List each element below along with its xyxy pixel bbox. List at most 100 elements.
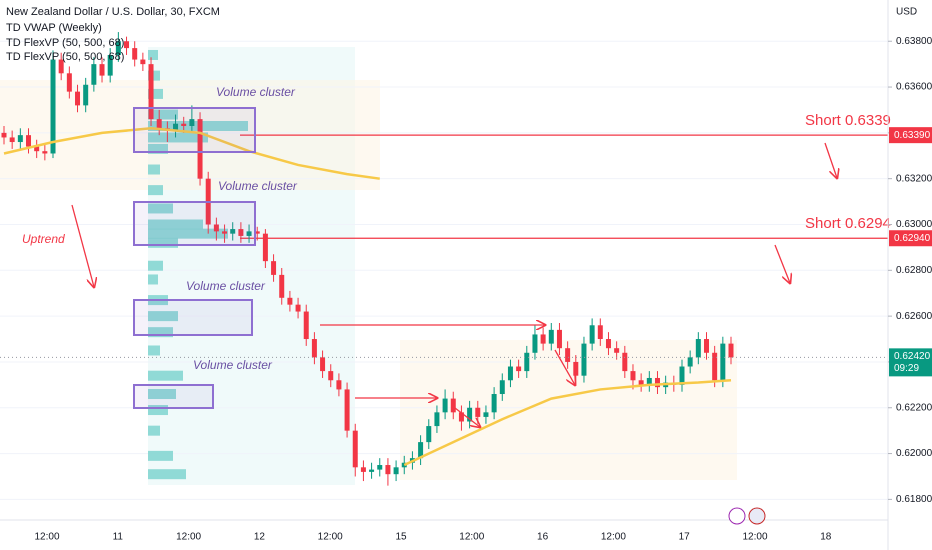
candle-body <box>654 377 660 388</box>
candle-body <box>548 329 554 344</box>
profile-bar <box>148 49 158 60</box>
candle-body <box>703 339 709 353</box>
candle-body <box>230 229 236 234</box>
price-tag <box>889 230 932 247</box>
candle-body <box>99 64 105 76</box>
event-icon[interactable] <box>728 507 746 525</box>
candle-body <box>140 59 146 65</box>
candle-body <box>475 407 481 417</box>
candle-body <box>712 352 718 381</box>
candle-body <box>638 380 644 385</box>
candle-body <box>83 84 89 106</box>
annotation: Volume cluster <box>218 179 298 193</box>
annotation: Uptrend <box>22 232 65 246</box>
candle-body <box>491 394 497 413</box>
arrow <box>71 204 94 287</box>
profile-bar <box>148 203 173 214</box>
candle-body <box>311 339 317 358</box>
candle-body <box>581 343 587 376</box>
candle-body <box>532 334 538 353</box>
candle-body <box>393 467 399 475</box>
y-tick-label: 0.63800 <box>896 36 932 47</box>
candle-body <box>181 123 187 126</box>
price-tag <box>889 127 932 144</box>
x-tick-label: 12 <box>254 532 266 543</box>
profile-bar <box>148 228 228 239</box>
candle-body <box>262 233 268 262</box>
y-tick-label: 0.62200 <box>896 402 932 413</box>
candle-body <box>385 465 391 475</box>
x-tick-label: 12:00 <box>318 532 343 543</box>
candle-body <box>271 261 277 275</box>
candle-body <box>458 412 464 422</box>
profile-bar <box>148 88 163 99</box>
candle-body <box>124 41 130 49</box>
price-tag-label: 0.63390 <box>894 130 931 141</box>
candle-body <box>360 467 366 472</box>
x-tick-label: 12:00 <box>742 532 767 543</box>
arrow <box>824 142 837 178</box>
header: TD FlexVP (50, 500, 68) <box>6 51 124 63</box>
profile-bar <box>148 164 160 175</box>
profile-bar <box>148 237 178 248</box>
candle-body <box>556 329 562 349</box>
profile-bar <box>148 327 173 338</box>
profile-bar <box>148 405 168 416</box>
profile-bar <box>148 109 178 120</box>
candle-body <box>483 412 489 417</box>
candle-body <box>58 59 64 74</box>
candle-body <box>328 371 334 381</box>
candle-body <box>132 48 138 60</box>
candle-body <box>238 229 244 236</box>
y-tick-label: 0.63000 <box>896 219 932 230</box>
profile-bar <box>148 132 208 143</box>
candle-body <box>614 348 620 353</box>
candle-body <box>26 135 32 147</box>
x-tick-label: 18 <box>820 532 832 543</box>
y-tick-label: 0.61800 <box>896 494 932 505</box>
profile-bar <box>148 469 186 480</box>
candle-body <box>507 366 513 381</box>
candle-body <box>589 325 595 344</box>
candle-body <box>189 119 195 126</box>
cluster-boxes <box>133 107 256 409</box>
candle-body <box>597 325 603 340</box>
candle-body <box>573 361 579 376</box>
profile-bar <box>148 425 160 436</box>
arrow <box>454 407 480 427</box>
candle-body <box>499 380 505 395</box>
candle-body <box>246 231 252 236</box>
profile-bar <box>148 185 163 196</box>
price-tag <box>889 348 932 377</box>
candle-body <box>679 366 685 385</box>
price-tag-label: 0.62420 <box>894 351 931 362</box>
candle-body <box>107 54 113 76</box>
candle-body <box>344 389 350 431</box>
candle-body <box>222 231 228 234</box>
annotation: Volume cluster <box>216 85 296 99</box>
candle-body <box>303 311 309 340</box>
candle-body <box>279 274 285 298</box>
cluster-box <box>133 201 256 246</box>
arrows <box>71 142 837 427</box>
candle-body <box>148 64 154 120</box>
candle-body <box>115 41 121 55</box>
annotation: Volume cluster <box>193 358 273 372</box>
cluster-box <box>133 299 253 336</box>
header: TD FlexVP (50, 500, 68) <box>6 37 124 49</box>
y-tick-label: 0.62000 <box>896 448 932 459</box>
candle-body <box>50 59 56 154</box>
x-tick-label: 15 <box>395 532 407 543</box>
header: New Zealand Dollar / U.S. Dollar, 30, FX… <box>6 6 220 18</box>
x-tick-label: 11 <box>113 532 124 543</box>
profile-bar <box>148 450 173 461</box>
event-icon[interactable] <box>748 507 766 525</box>
candle-body <box>467 407 473 422</box>
x-tick-label: 12:00 <box>176 532 201 543</box>
candle-body <box>630 371 636 381</box>
profile-bar <box>148 70 160 81</box>
vwap-line <box>3 127 732 467</box>
candle-body <box>450 398 456 413</box>
x-tick-label: 12:00 <box>601 532 626 543</box>
